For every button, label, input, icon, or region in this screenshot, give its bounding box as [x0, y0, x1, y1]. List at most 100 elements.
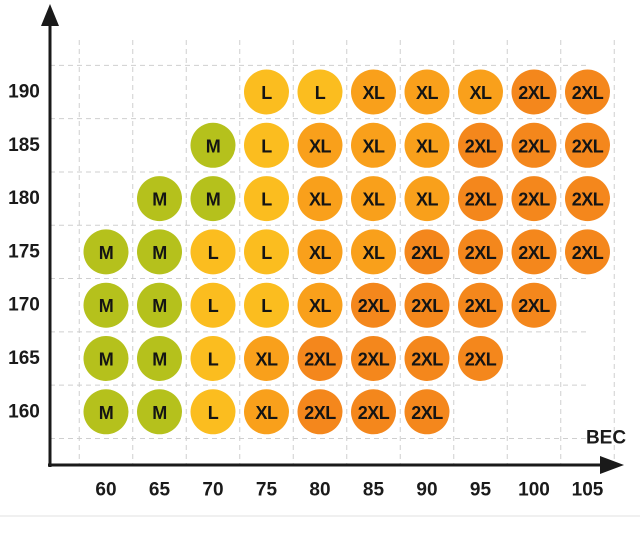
size-label: M	[206, 190, 221, 210]
size-circle	[351, 122, 396, 168]
size-label: M	[152, 403, 167, 423]
size-circle	[190, 176, 236, 222]
x-tick-label: 80	[309, 480, 330, 501]
size-label: 2XL	[518, 296, 550, 316]
size-label: M	[99, 350, 114, 370]
size-circle	[458, 336, 503, 381]
size-label: 2XL	[411, 350, 443, 370]
size-label: L	[208, 350, 219, 370]
size-circle	[565, 69, 610, 115]
size-label: 2XL	[572, 136, 604, 156]
x-tick-label: 65	[149, 480, 171, 501]
y-tick-label: 190	[8, 82, 40, 103]
size-circle	[404, 336, 450, 381]
size-label: 2XL	[518, 243, 550, 263]
size-label: L	[261, 243, 272, 263]
size-circle	[404, 389, 450, 435]
size-label: L	[261, 83, 272, 103]
size-circle	[244, 336, 289, 381]
size-label: L	[208, 296, 219, 316]
y-tick-label: 170	[8, 295, 40, 316]
size-circle	[565, 229, 610, 275]
size-label: 2XL	[358, 296, 390, 316]
x-axis-label: ВЕС	[586, 428, 626, 449]
size-circle	[404, 176, 450, 222]
size-label: L	[315, 83, 326, 103]
size-circle	[351, 389, 396, 435]
size-label: 2XL	[358, 403, 390, 423]
size-circle	[565, 176, 610, 222]
x-tick-label: 100	[518, 480, 550, 501]
size-label: XL	[309, 243, 332, 263]
x-tick-label: 60	[95, 480, 116, 501]
size-label: 2XL	[465, 350, 497, 370]
size-label: 2XL	[572, 243, 604, 263]
size-label: XL	[309, 190, 332, 210]
size-circle	[190, 336, 236, 381]
size-label: M	[99, 243, 114, 263]
size-label: 2XL	[465, 296, 497, 316]
size-label: 2XL	[358, 350, 390, 370]
size-circle	[297, 229, 343, 275]
size-label: L	[208, 243, 219, 263]
x-tick-label: 90	[416, 480, 437, 501]
size-circle	[137, 336, 182, 381]
size-circle	[511, 282, 557, 328]
y-tick-label: 175	[8, 241, 40, 262]
size-label: M	[152, 350, 167, 370]
x-tick-label: 95	[470, 480, 492, 501]
size-circle	[351, 282, 396, 328]
size-circle	[351, 229, 396, 275]
size-circle	[297, 336, 343, 381]
size-circle	[83, 336, 129, 381]
size-label: XL	[255, 350, 278, 370]
x-tick-label: 75	[256, 480, 278, 501]
size-label: XL	[309, 296, 332, 316]
x-tick-label: 85	[363, 480, 385, 501]
size-circle	[190, 282, 236, 328]
size-label: L	[261, 136, 272, 156]
size-label: XL	[416, 83, 439, 103]
size-circle	[244, 229, 289, 275]
size-circle	[351, 336, 396, 381]
size-label: L	[261, 296, 272, 316]
size-label: 2XL	[518, 136, 550, 156]
size-label: M	[99, 296, 114, 316]
size-circle	[297, 122, 343, 168]
size-circle	[351, 69, 396, 115]
size-label: XL	[362, 243, 385, 263]
y-tick-label: 180	[8, 188, 40, 209]
size-circle	[244, 389, 289, 435]
size-label: 2XL	[518, 190, 550, 210]
size-label: XL	[416, 190, 439, 210]
size-label: 2XL	[304, 403, 336, 423]
size-circle	[565, 122, 610, 168]
size-circle	[137, 282, 182, 328]
size-label: 2XL	[411, 296, 443, 316]
y-tick-label: 160	[8, 401, 40, 422]
size-circle	[458, 69, 503, 115]
size-label: M	[152, 190, 167, 210]
size-circle	[137, 389, 182, 435]
size-circle	[404, 282, 450, 328]
size-label: 2XL	[411, 403, 443, 423]
size-label: M	[152, 243, 167, 263]
size-label: XL	[362, 190, 385, 210]
size-circle	[137, 176, 182, 222]
size-circle	[511, 122, 557, 168]
size-circle	[137, 229, 182, 275]
size-label: XL	[362, 136, 385, 156]
x-axis-arrow	[600, 456, 624, 474]
size-circle	[404, 69, 450, 115]
size-label: XL	[309, 136, 332, 156]
size-label: M	[206, 136, 221, 156]
y-axis-arrow	[41, 4, 59, 26]
size-circle	[83, 229, 129, 275]
size-label: XL	[255, 403, 278, 423]
cells: L L XL XL XL 2XL 2XL M L XL XL XL 2XL 2XL 2XL M M L XL XL XL…	[83, 69, 610, 435]
size-label: 2XL	[465, 190, 497, 210]
size-circle	[404, 229, 450, 275]
size-circle	[244, 69, 289, 115]
